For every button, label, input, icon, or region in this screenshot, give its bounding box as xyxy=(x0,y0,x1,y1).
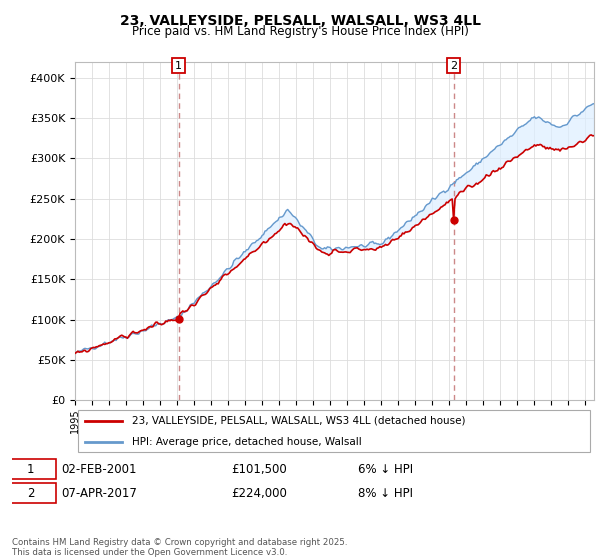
Text: 1: 1 xyxy=(175,60,182,71)
Text: 2: 2 xyxy=(450,60,457,71)
Text: 8% ↓ HPI: 8% ↓ HPI xyxy=(358,487,413,500)
FancyBboxPatch shape xyxy=(77,409,590,452)
Text: £224,000: £224,000 xyxy=(231,487,287,500)
Text: HPI: Average price, detached house, Walsall: HPI: Average price, detached house, Wals… xyxy=(132,437,362,447)
Text: £101,500: £101,500 xyxy=(231,463,287,476)
Text: 23, VALLEYSIDE, PELSALL, WALSALL, WS3 4LL: 23, VALLEYSIDE, PELSALL, WALSALL, WS3 4L… xyxy=(119,14,481,28)
Text: 2: 2 xyxy=(26,487,34,500)
Text: 07-APR-2017: 07-APR-2017 xyxy=(61,487,137,500)
FancyBboxPatch shape xyxy=(5,460,56,479)
FancyBboxPatch shape xyxy=(5,483,56,503)
Text: 1: 1 xyxy=(26,463,34,476)
Text: 02-FEB-2001: 02-FEB-2001 xyxy=(61,463,136,476)
Text: 23, VALLEYSIDE, PELSALL, WALSALL, WS3 4LL (detached house): 23, VALLEYSIDE, PELSALL, WALSALL, WS3 4L… xyxy=(132,416,466,426)
Text: Price paid vs. HM Land Registry's House Price Index (HPI): Price paid vs. HM Land Registry's House … xyxy=(131,25,469,38)
Text: 6% ↓ HPI: 6% ↓ HPI xyxy=(358,463,413,476)
Text: Contains HM Land Registry data © Crown copyright and database right 2025.
This d: Contains HM Land Registry data © Crown c… xyxy=(12,538,347,557)
